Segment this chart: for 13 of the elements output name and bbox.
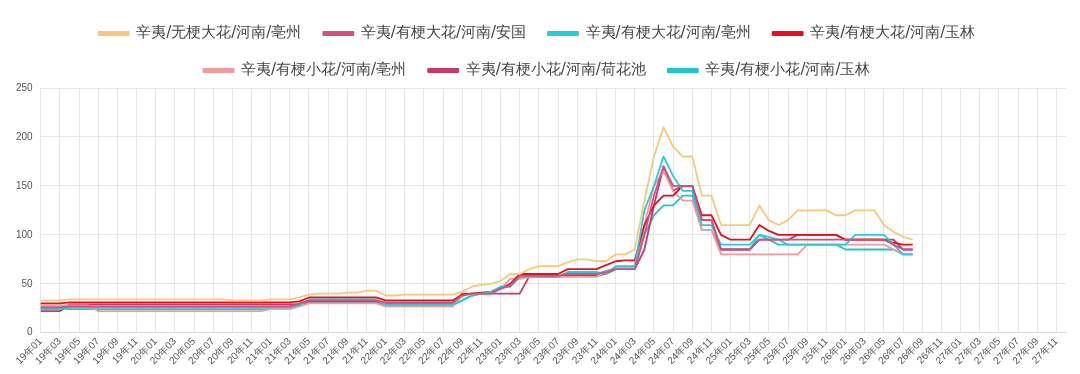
legend-label: 辛夷/有梗小花/河南/玉林: [705, 60, 871, 79]
y-tick-label: 150: [16, 179, 34, 191]
y-tick-label: 100: [16, 228, 34, 240]
y-tick-label: 50: [21, 277, 34, 289]
legend-label: 辛夷/有梗大花/河南/安国: [360, 23, 527, 42]
legend-label: 辛夷/有梗大花/河南/亳州: [585, 23, 751, 42]
y-tick-label: 0: [27, 326, 34, 338]
legend-label: 辛夷/有梗大花/河南/玉林: [810, 23, 976, 42]
y-tick-label: 200: [16, 130, 34, 142]
y-tick-label: 250: [16, 81, 34, 93]
legend-label: 辛夷/有梗小花/河南/亳州: [241, 60, 407, 79]
legend-label: 辛夷/有梗小花/河南/荷花池: [465, 60, 646, 79]
legend-label: 辛夷/无梗大花/河南/亳州: [136, 23, 302, 42]
